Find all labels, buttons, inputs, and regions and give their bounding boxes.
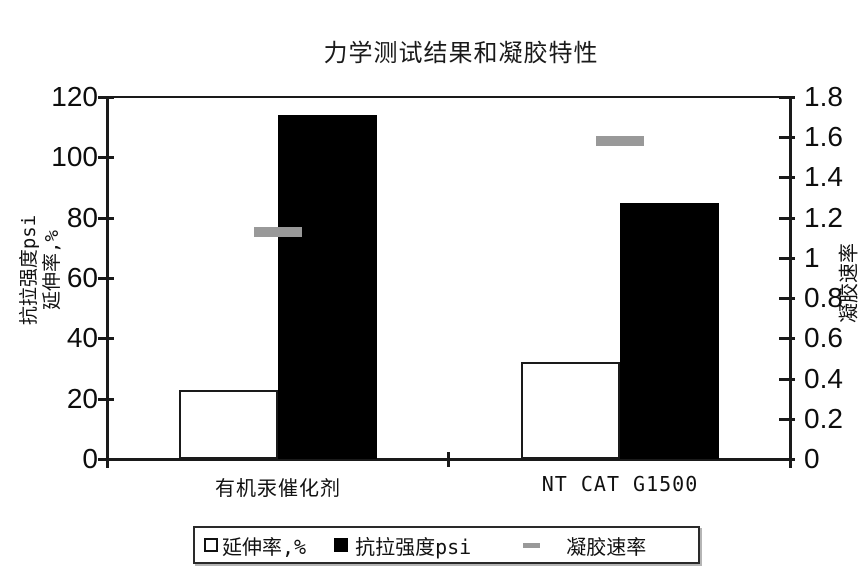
right-axis-tick-mark	[779, 176, 795, 180]
left-axis-tick-mark	[98, 216, 114, 220]
elongation-bar	[521, 362, 620, 459]
right-axis-tick-label: 1	[804, 241, 820, 273]
right-axis-tick-mark	[779, 458, 795, 461]
left-axis-tick-mark	[98, 337, 114, 341]
gray-dash-icon	[523, 542, 541, 548]
right-axis-tick-label: 1.4	[804, 161, 843, 193]
right-axis-tick-label: 0.4	[804, 362, 843, 394]
white-square-icon	[204, 538, 218, 552]
left-axis-tick-mark	[98, 277, 114, 280]
left-axis-tick-label: 0	[82, 443, 98, 474]
tensile-strength-bar	[620, 202, 719, 459]
right-y-axis	[789, 96, 792, 468]
right-axis-tick-label: 1.2	[804, 201, 843, 233]
x-axis-mid-tick	[447, 452, 450, 467]
right-axis-tick-mark	[779, 417, 795, 421]
right-axis-tick-mark	[779, 136, 795, 140]
right-axis-tick-label: 0.8	[804, 282, 843, 314]
plot-top-border	[106, 96, 792, 98]
legend-label-elongation: 延伸率,%	[222, 534, 307, 559]
right-axis-tick-label: 0	[804, 443, 820, 474]
right-axis-tick-mark	[779, 337, 795, 341]
legend-item-tensile-strength: 抗拉强度psi	[334, 531, 471, 560]
left-axis-tick-label: 40	[66, 322, 98, 354]
left-axis-tick-label: 100	[51, 141, 98, 173]
legend: 延伸率,% 抗拉强度psi 凝胶速率	[193, 526, 700, 564]
left-axis-tick-mark	[98, 96, 114, 99]
right-axis-tick-label: 0.2	[804, 402, 843, 434]
left-axis-tick-label: 80	[66, 201, 98, 233]
legend-label-tensile-strength: 抗拉强度psi	[355, 534, 472, 559]
gel-rate-dash	[254, 226, 302, 237]
legend-item-gel-rate: 凝胶速率	[523, 531, 646, 560]
right-axis-tick-mark	[779, 216, 795, 220]
chart-title: 力学测试结果和凝胶特性	[323, 41, 599, 67]
right-axis-tick-label: 1.8	[804, 81, 843, 112]
right-axis-tick-label: 1.6	[804, 121, 843, 153]
tensile-strength-bar	[278, 115, 377, 459]
gel-rate-dash	[596, 136, 644, 147]
x-category-label-2: NT CAT G1500	[541, 472, 699, 496]
left-y-axis	[106, 96, 109, 468]
black-square-icon	[334, 538, 349, 552]
left-axis-tick-label: 60	[66, 262, 98, 293]
legend-label-gel-rate: 凝胶速率	[566, 534, 647, 559]
elongation-bar	[179, 389, 278, 459]
right-axis-tick-mark	[779, 256, 795, 260]
left-axis-tick-mark	[98, 458, 114, 461]
legend-item-elongation: 延伸率,%	[204, 531, 306, 560]
x-category-label-1: 有机汞催化剂	[215, 478, 341, 500]
left-axis-tick-label: 120	[51, 81, 98, 112]
right-axis-tick-mark	[779, 377, 795, 381]
left-axis-tick-mark	[98, 156, 114, 160]
left-axis-tick-label: 20	[66, 382, 98, 414]
right-axis-tick-label: 0.6	[804, 322, 843, 354]
right-axis-tick-mark	[779, 297, 795, 301]
left-axis-tick-mark	[98, 397, 114, 401]
right-axis-tick-mark	[779, 96, 795, 99]
